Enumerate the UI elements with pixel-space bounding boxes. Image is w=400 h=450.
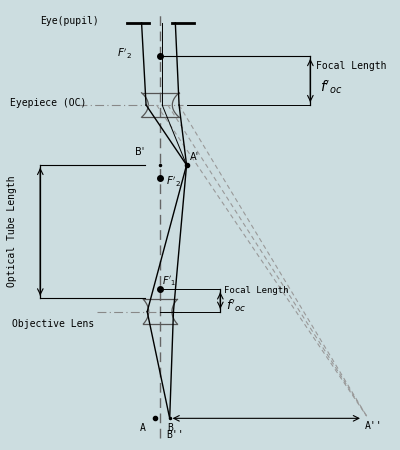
Text: $F'_2$: $F'_2$ — [166, 175, 181, 189]
Text: Focal Length: Focal Length — [316, 62, 386, 72]
Text: $f'_{oc}$: $f'_{oc}$ — [226, 298, 246, 315]
Text: B'': B'' — [166, 430, 184, 441]
Text: B: B — [167, 423, 173, 433]
Text: $F'_2$: $F'_2$ — [117, 47, 132, 61]
Text: Eyepiece (OC): Eyepiece (OC) — [10, 98, 87, 108]
Text: $F'_1$: $F'_1$ — [162, 274, 176, 288]
Text: A: A — [140, 423, 146, 433]
Text: Focal Length: Focal Length — [224, 286, 288, 295]
Text: A'': A'' — [365, 422, 382, 432]
Text: A': A' — [190, 152, 200, 162]
Text: $f'_{oc}$: $f'_{oc}$ — [320, 78, 342, 96]
Text: Objective Lens: Objective Lens — [12, 319, 94, 329]
Text: B': B' — [135, 147, 144, 157]
Text: Eye(pupil): Eye(pupil) — [40, 16, 99, 26]
Text: Optical Tube Length: Optical Tube Length — [7, 176, 17, 288]
